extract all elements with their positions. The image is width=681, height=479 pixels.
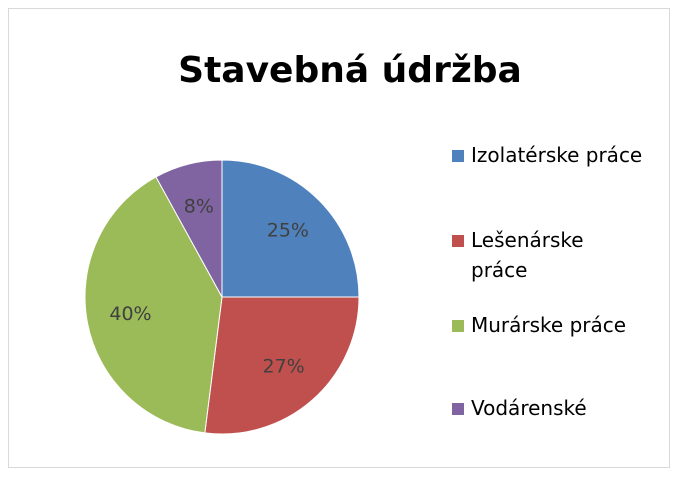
pie-slice (155, 159, 223, 298)
legend-label: Izolatérske práce (471, 143, 643, 167)
data-label: 27% (262, 355, 304, 377)
data-label: 25% (267, 220, 309, 242)
data-label: 8% (184, 195, 214, 217)
legend-swatch (452, 403, 464, 415)
legend-label: Lešenárske práce (471, 228, 584, 282)
legend-label: Vodárenské (471, 396, 587, 420)
legend-swatch (452, 235, 464, 247)
pie-slice (204, 296, 360, 435)
pie-slice (84, 176, 223, 434)
legend-label: Murárske práce (471, 313, 627, 337)
legend-swatch (452, 320, 464, 332)
data-label: 40% (109, 303, 151, 325)
legend-item: Lešenárske práce (452, 225, 621, 285)
legend-item: Vodárenské (452, 393, 587, 423)
pie-slice (221, 159, 360, 298)
chart-frame (8, 8, 670, 468)
legend-swatch (452, 150, 464, 162)
legend-item: Izolatérske práce (452, 140, 642, 170)
chart-title: Stavebná údržba (178, 50, 522, 91)
legend-item: Murárske práce (452, 310, 626, 340)
